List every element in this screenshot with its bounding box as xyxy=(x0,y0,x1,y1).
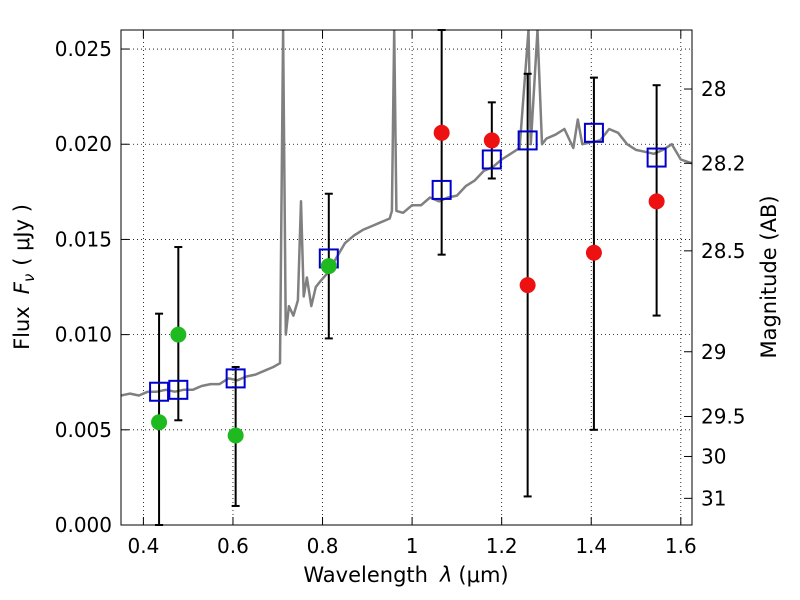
model-square xyxy=(517,130,538,151)
x-tick-label: 0.6 xyxy=(217,534,249,558)
spectrum-line xyxy=(121,30,692,397)
model-square xyxy=(583,122,604,143)
observed-point-red xyxy=(433,124,450,141)
y-axis-label-subscript: ν xyxy=(20,274,38,282)
model-square xyxy=(225,368,246,389)
observed-point-green xyxy=(227,427,244,444)
x-axis-label-unit: (μm) xyxy=(458,563,508,587)
x-tick-label: 0.8 xyxy=(307,534,339,558)
y-tick-label: 0.015 xyxy=(55,227,112,251)
y-tick-label: 0.010 xyxy=(55,323,112,347)
axes-frame xyxy=(120,29,693,526)
y-axis-label: Flux Fν ( μJy ) xyxy=(10,204,38,350)
y2-tick-label: 29 xyxy=(701,340,726,364)
grid-lines xyxy=(121,30,692,526)
plot-area xyxy=(121,29,692,526)
model-square xyxy=(646,147,667,168)
y2-tick-label: 28 xyxy=(701,77,726,101)
y-tick-label: 0.020 xyxy=(55,132,112,156)
model-square xyxy=(481,149,502,170)
model-square xyxy=(431,179,452,200)
axis-ticks: 0.4 0.6 0.8 1 1.2 1.4 1.6 0.000 0.005 0.010 0.015 0… xyxy=(55,30,746,558)
y2-tick-label: 29.5 xyxy=(701,404,746,428)
y-axis-label-text: Flux xyxy=(10,306,34,350)
y2-tick-label: 28.5 xyxy=(701,239,746,263)
x-tick-label: 1.6 xyxy=(665,534,697,558)
observed-point-red xyxy=(519,277,536,294)
y-axis-label-symbol: F xyxy=(10,281,34,294)
model-square xyxy=(168,379,189,400)
observed-point-green xyxy=(151,414,168,431)
observed-point-red xyxy=(483,132,500,149)
x-axis-label-text: Wavelength xyxy=(303,563,428,587)
y2-tick-label: 28.2 xyxy=(701,151,746,175)
x-axis-label-symbol: λ xyxy=(439,563,452,587)
x-tick-label: 1 xyxy=(406,534,419,558)
y-axis-label-unit: ( μJy ) xyxy=(10,204,34,266)
y-tick-label: 0.005 xyxy=(55,418,112,442)
y-tick-label: 0.025 xyxy=(55,37,112,61)
y2-axis-label: Magnitude (AB) xyxy=(757,195,781,358)
x-tick-label: 1.4 xyxy=(575,534,607,558)
x-tick-label: 0.4 xyxy=(127,534,159,558)
observed-point-red xyxy=(585,244,602,261)
observed-point-green xyxy=(170,326,187,343)
model-square xyxy=(149,381,170,402)
y-tick-label: 0.000 xyxy=(55,513,112,537)
y2-tick-label: 30 xyxy=(701,444,726,468)
x-tick-label: 1.2 xyxy=(486,534,518,558)
y2-tick-label: 31 xyxy=(701,486,726,510)
observed-point-red xyxy=(648,193,665,210)
observed-point-green xyxy=(320,258,337,275)
x-axis-label: Wavelength λ (μm) xyxy=(303,563,508,587)
